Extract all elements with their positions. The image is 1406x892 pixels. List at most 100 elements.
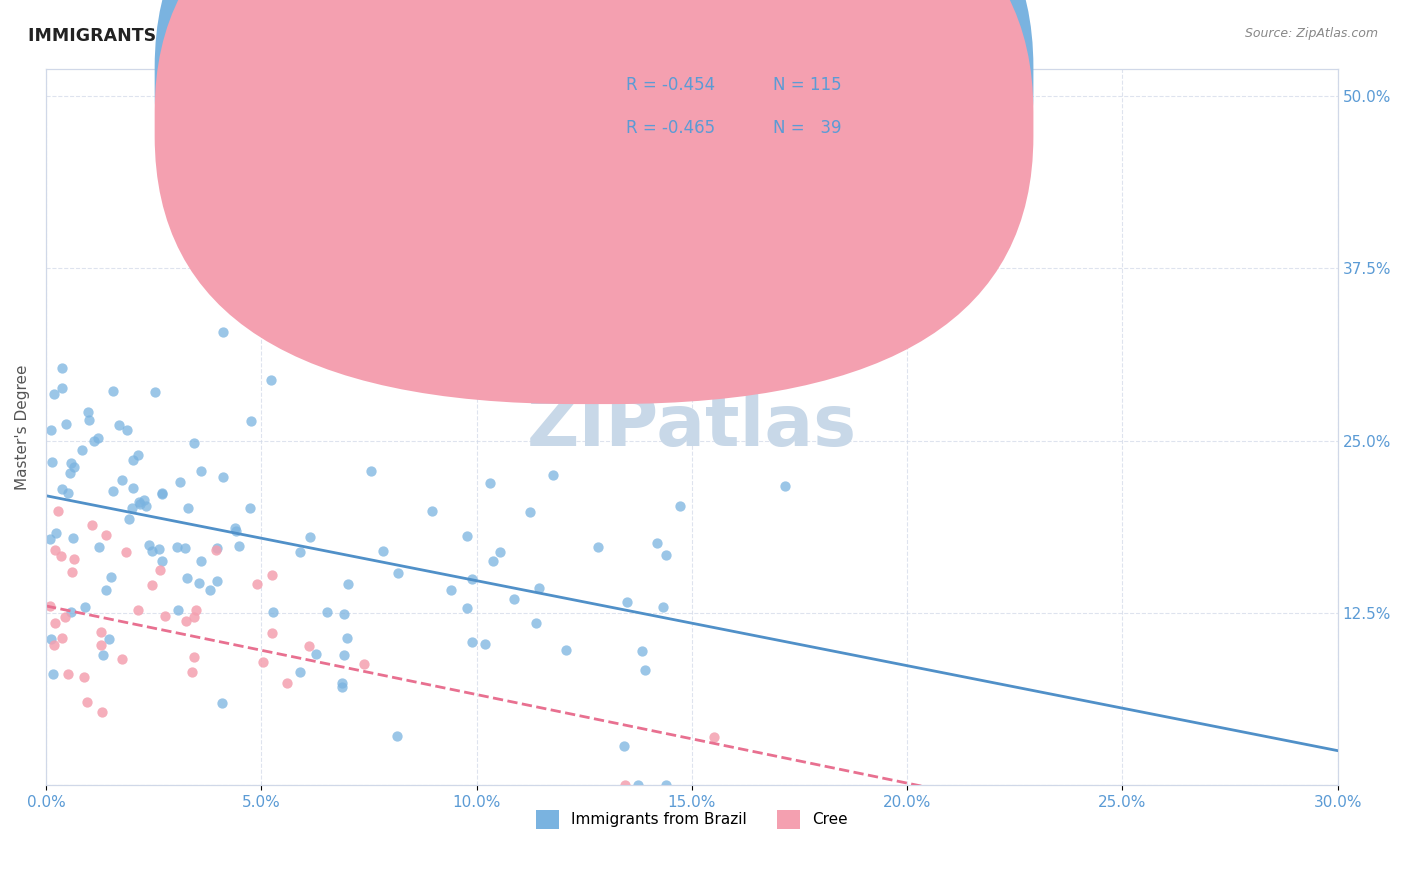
Point (148, 542, 170, 557)
Point (239, 500, 262, 515)
Point (246, 577, 269, 591)
Point (128, 497, 150, 511)
Point (190, 554, 212, 568)
Point (45, 526, 67, 541)
Point (41, 423, 63, 437)
Point (91, 648, 114, 663)
Point (51, 632, 73, 646)
Point (519, 506, 541, 520)
Point (59, 605, 82, 619)
Point (101, 384, 124, 399)
Text: R = -0.465: R = -0.465 (626, 119, 714, 136)
Point (44, 387, 66, 401)
Point (260, 374, 283, 388)
Point (41, 667, 63, 681)
Point (56, 486, 79, 500)
Point (127, 448, 149, 462)
Point (79, 413, 101, 427)
Point (60, 456, 83, 470)
Point (110, 652, 132, 666)
Point (332, 607, 354, 622)
Point (360, 464, 382, 478)
Point (651, 599, 673, 614)
Point (39, 532, 62, 546)
Point (586, 541, 609, 555)
Point (166, 603, 188, 617)
Point (461, 635, 484, 649)
Point (51, 361, 73, 376)
Point (169, 475, 191, 489)
Point (149, 563, 172, 577)
Point (627, 778, 650, 792)
Point (240, 414, 263, 428)
Point (228, 539, 250, 553)
Point (62, 551, 84, 566)
Point (114, 545, 136, 559)
Point (121, 452, 143, 467)
Point (614, 778, 637, 792)
Legend: Immigrants from Brazil, Cree: Immigrants from Brazil, Cree (530, 804, 853, 835)
Point (100, 570, 122, 584)
Point (174, 541, 197, 555)
Point (44, 543, 66, 558)
Point (205, 542, 228, 557)
Point (135, 499, 157, 513)
Point (333, 648, 356, 662)
Point (353, 657, 375, 671)
Text: Source: ZipAtlas.com: Source: ZipAtlas.com (1244, 27, 1378, 40)
Point (260, 568, 283, 582)
Text: IMMIGRANTS FROM BRAZIL VS CREE MASTER'S DEGREE CORRELATION CHART: IMMIGRANTS FROM BRAZIL VS CREE MASTER'S … (28, 27, 787, 45)
Point (49, 549, 72, 564)
Point (122, 481, 145, 495)
Point (76, 695, 98, 709)
Text: N =   39: N = 39 (773, 119, 842, 136)
Point (385, 729, 408, 743)
Point (62, 531, 84, 545)
Point (631, 644, 654, 658)
Point (141, 578, 163, 592)
Point (39, 599, 62, 613)
Point (290, 545, 312, 559)
Point (55, 417, 77, 431)
Point (655, 778, 678, 792)
Point (94, 583, 117, 598)
Point (183, 435, 205, 450)
Point (80, 517, 103, 532)
Point (121, 500, 143, 515)
Point (456, 601, 478, 615)
Point (211, 469, 233, 483)
Point (211, 696, 233, 710)
Text: R = -0.454: R = -0.454 (626, 76, 714, 94)
Point (134, 493, 156, 508)
Point (181, 665, 204, 679)
Point (59, 466, 82, 480)
Point (138, 538, 160, 552)
Point (143, 384, 166, 399)
Point (108, 417, 131, 432)
Point (91, 706, 114, 720)
Point (262, 605, 284, 619)
Point (250, 295, 273, 310)
Point (526, 616, 548, 631)
Text: N = 115: N = 115 (773, 76, 842, 94)
Point (176, 571, 198, 585)
Point (616, 595, 638, 609)
Point (207, 541, 229, 555)
Point (87, 431, 110, 445)
Point (97, 632, 120, 646)
Point (634, 663, 657, 677)
Point (73, 600, 96, 615)
Point (541, 468, 564, 483)
Point (225, 524, 247, 538)
Point (276, 676, 298, 690)
Point (42, 638, 65, 652)
Point (51, 381, 73, 395)
Point (60, 565, 83, 579)
Point (262, 626, 284, 640)
Point (336, 631, 359, 645)
Point (150, 487, 173, 501)
Point (46, 503, 69, 517)
Point (41, 455, 63, 469)
Point (188, 576, 211, 591)
Point (44, 615, 66, 630)
